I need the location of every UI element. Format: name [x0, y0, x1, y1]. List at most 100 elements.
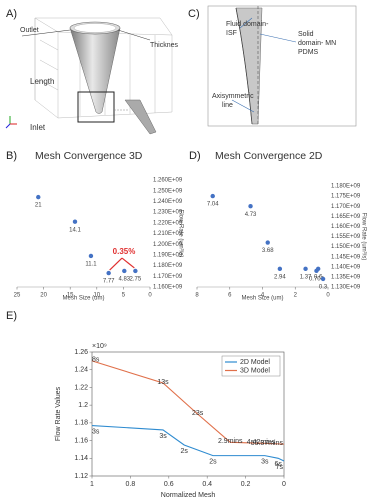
panel-c: C) Fluid domain- ISF Solid domain- MN PD… [188, 5, 357, 127]
point [320, 276, 326, 282]
y-tick-label: 1.180E+09 [153, 263, 183, 269]
pointer [21, 29, 151, 41]
y-tick-label: 1.18 [74, 420, 88, 427]
axis-multiplier: ×10⁹ [92, 343, 107, 350]
y-tick-label: 1.16 [74, 437, 88, 444]
point-label: 8s [92, 357, 100, 364]
y-tick-label: 1.200E+09 [153, 242, 183, 248]
y-tick-label: 1.12 [74, 473, 88, 480]
plot-frame [207, 5, 357, 127]
y-tick-label: 1.160E+09 [153, 285, 183, 291]
panel-label: A) [6, 8, 17, 20]
point-label: 4.73 [245, 212, 257, 218]
chart-title: Mesh Convergence 3D [35, 150, 143, 162]
pointer [231, 17, 297, 113]
y-tick-label: 1.160E+09 [331, 224, 361, 230]
x-tick-label: 20 [40, 293, 47, 299]
annotation: 0.35% [113, 247, 136, 256]
point-label: 2.9mins [218, 438, 243, 445]
point [106, 270, 111, 276]
y-tick-label: 1.24 [74, 367, 88, 374]
x-tick-label: 0.2 [241, 481, 251, 488]
point-label: 2s [180, 448, 188, 455]
y-tick-label: 1.165E+09 [331, 214, 361, 220]
point [277, 266, 283, 272]
point-label: 7.77 [103, 279, 115, 285]
label: Thicknes [150, 42, 179, 49]
panel-a: A) Outlet Thicknes Length Inlet [5, 8, 179, 135]
y-tick-label: 1.22 [74, 384, 88, 391]
y-tick-label: 1.135E+09 [331, 274, 361, 280]
x-tick-label: 5 [122, 293, 126, 299]
point-label: 3s [92, 428, 100, 435]
y-tick-label: 1.155E+09 [331, 234, 361, 240]
chart: B) Mesh Convergence 3D 25 20 15 10 5 01.160E+09… [6, 150, 183, 302]
series-line [91, 360, 285, 445]
point [88, 253, 94, 259]
y-tick-label: 1.140E+09 [331, 264, 361, 270]
y-tick-label: 1.210E+09 [153, 231, 183, 237]
point-label: 3.68 [262, 248, 274, 254]
x-tick-label: 0 [148, 293, 152, 299]
y-tick-label: 1.130E+09 [331, 285, 361, 291]
point-label: 0.3 [319, 284, 328, 290]
annotation-arrow [109, 257, 135, 271]
x-tick-label: 8 [195, 293, 199, 299]
chart: E) 1 0.8 0.6 0.4 0.2 0 1.12 1.14 1.16 1.18 1.2 1.22 1… [6, 310, 286, 499]
point-label: 21 [35, 203, 42, 209]
y-tick-label: 1.180E+09 [331, 184, 361, 190]
label: Fluid domain- [226, 21, 269, 28]
point-label: 13s [157, 379, 169, 386]
label: ISF [226, 30, 237, 37]
y-tick-label: 1.14 [74, 455, 88, 462]
legend-label: 3D Model [240, 367, 270, 374]
x-tick-label: 4 [261, 293, 265, 299]
point [122, 268, 127, 274]
y-tick-label: 1.250E+09 [153, 188, 183, 194]
point [248, 204, 253, 209]
x-tick-label: 0.8 [126, 481, 136, 488]
label: domain- MN [298, 40, 336, 47]
label: Solid [298, 31, 314, 38]
label: line [222, 102, 233, 109]
point-label: 0.704 [309, 276, 325, 282]
x-tick-label: 2 [294, 293, 298, 299]
zoom-box [77, 91, 115, 123]
panel-label: E) [6, 310, 17, 322]
point-label: 14.1 [69, 227, 81, 233]
chart-title: Mesh Convergence 2D [215, 150, 323, 162]
point [133, 268, 138, 274]
chart: D) Mesh Convergence 2D 8 6 4 2 01.130E+09 1.135… [189, 150, 366, 302]
x-tick-label: 10 [93, 293, 100, 299]
point [303, 266, 308, 272]
label: Inlet [30, 123, 46, 132]
y-tick-label: 1.170E+09 [331, 204, 361, 210]
point-label: 4.83 [118, 277, 130, 283]
legend-label: 2D Model [240, 359, 270, 366]
point-label: 2.94 [274, 274, 286, 280]
x-tick-label: 0 [282, 481, 286, 488]
x-tick-label: 25 [14, 293, 21, 299]
label: Length [30, 77, 54, 86]
x-axis-label: Mesh Size (um) [62, 296, 104, 302]
point-label: 1.37 [300, 274, 312, 280]
y-tick-label: 1.260E+09 [153, 178, 183, 184]
y-tick-label: 1.170E+09 [153, 274, 183, 280]
y-axis-label: Flow Rate (um³/s) [360, 213, 366, 261]
y-axis-label: Flow Rate Values [55, 386, 62, 441]
point [72, 219, 78, 224]
y-tick-label: 1.220E+09 [153, 220, 183, 226]
point [265, 240, 270, 245]
point-label: 4.42mins [247, 439, 276, 446]
point-label: 55.37mins [251, 440, 284, 447]
point-label: 7.04 [207, 202, 219, 208]
y-tick-label: 1.240E+09 [153, 199, 183, 205]
x-tick-label: 1 [90, 481, 94, 488]
y-tick-label: 1.145E+09 [331, 254, 361, 260]
x-tick-label: 6 [228, 293, 232, 299]
panel-label: B) [6, 150, 17, 162]
point-label: 6s [275, 461, 283, 468]
axis-triad [5, 116, 17, 129]
x-tick-label: 15 [67, 293, 74, 299]
